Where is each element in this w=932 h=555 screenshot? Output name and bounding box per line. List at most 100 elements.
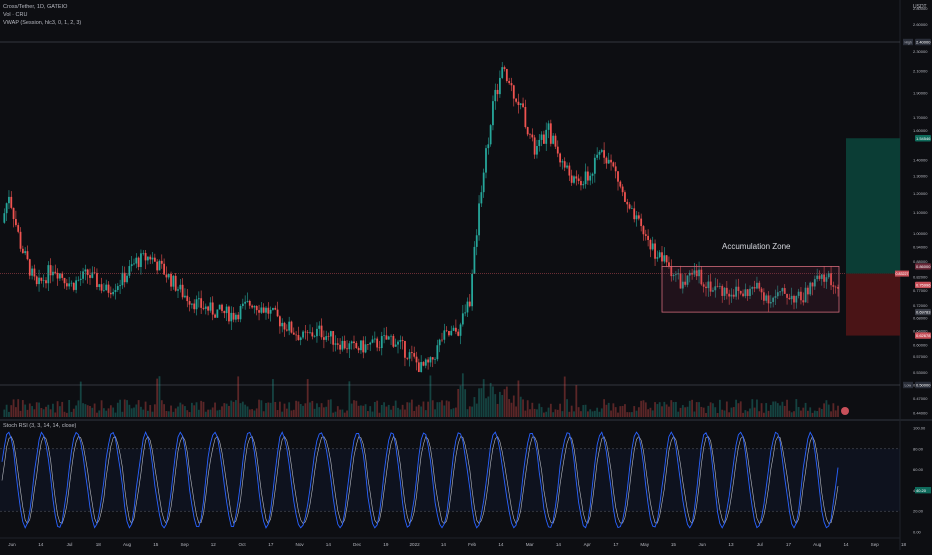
volume-label[interactable]: Vol · CRU bbox=[3, 12, 28, 18]
rsi-tick-label: 100.00 bbox=[913, 426, 926, 431]
candle-body bbox=[633, 208, 636, 220]
volume-bar bbox=[762, 412, 765, 417]
accumulation-zone-label: Accumulation Zone bbox=[722, 242, 791, 251]
candle-body bbox=[8, 196, 10, 204]
candle-body bbox=[251, 305, 254, 308]
volume-bar bbox=[181, 404, 184, 417]
candle-body bbox=[809, 282, 812, 295]
candle-body bbox=[278, 316, 281, 327]
volume-bar bbox=[422, 401, 425, 417]
volume-bar bbox=[128, 404, 131, 417]
candle-body bbox=[96, 272, 98, 288]
volume-bar bbox=[482, 379, 485, 417]
candle-body bbox=[712, 290, 714, 292]
price-tick-label: 0.94000 bbox=[913, 244, 928, 249]
candle-body bbox=[559, 153, 562, 163]
volume-bar bbox=[573, 411, 575, 417]
volume-bar bbox=[707, 405, 710, 417]
volume-bar bbox=[77, 400, 80, 417]
high-value-tag: 2.40000 bbox=[916, 40, 931, 45]
candle-body bbox=[276, 309, 279, 317]
pane-separator bbox=[0, 419, 932, 421]
volume-bar bbox=[327, 399, 330, 417]
volume-bar bbox=[272, 379, 274, 417]
candle-body bbox=[126, 275, 128, 283]
candle-body bbox=[160, 260, 163, 264]
vwap-label[interactable]: VWAP (Session, hlc3, 0, 1, 2, 3) bbox=[3, 20, 82, 26]
volume-bar bbox=[614, 407, 617, 417]
candle-body bbox=[283, 322, 286, 330]
candle-body bbox=[309, 332, 311, 333]
candle-body bbox=[480, 192, 483, 204]
volume-bar bbox=[568, 411, 571, 417]
volume-bar bbox=[619, 406, 622, 417]
volume-bar bbox=[774, 401, 777, 417]
volume-bar bbox=[68, 399, 71, 417]
candle-body bbox=[12, 207, 15, 220]
candle-body bbox=[415, 356, 418, 363]
volume-bar bbox=[461, 373, 464, 417]
candle-body bbox=[489, 125, 492, 145]
candle-body bbox=[230, 312, 233, 322]
currency-label[interactable]: USDT bbox=[913, 4, 927, 10]
volume-bar bbox=[649, 407, 652, 417]
symbol-label[interactable]: Cross/Tether, 1D, GATEIO bbox=[3, 4, 68, 10]
volume-bar bbox=[668, 406, 670, 417]
candle-body bbox=[593, 157, 596, 174]
time-tick-label: 18 bbox=[96, 542, 102, 547]
volume-bar bbox=[522, 399, 524, 417]
volume-bar bbox=[302, 405, 304, 417]
volume-bar bbox=[346, 410, 348, 417]
volume-bar bbox=[492, 386, 494, 417]
candle-body bbox=[211, 302, 214, 315]
candle-body bbox=[75, 280, 78, 290]
candle-body bbox=[14, 219, 17, 226]
candle-body bbox=[663, 255, 666, 262]
volume-bar bbox=[684, 407, 687, 417]
volume-bar bbox=[654, 402, 656, 417]
candle-body bbox=[112, 291, 115, 295]
time-tick-label: 14 bbox=[326, 542, 332, 547]
candle-body bbox=[339, 344, 342, 350]
candle-body bbox=[603, 150, 606, 158]
volume-bar bbox=[14, 407, 17, 417]
price-tick-label: 0.57000 bbox=[913, 354, 928, 359]
volume-bar bbox=[165, 410, 168, 417]
stoch-rsi-legend[interactable]: Stoch RSI (3, 3, 14, 14, close) bbox=[3, 423, 77, 429]
volume-bar bbox=[394, 400, 397, 417]
volume-bar bbox=[241, 401, 244, 417]
candle-body bbox=[612, 162, 615, 167]
last-price-tag: 0.75996 bbox=[916, 283, 931, 288]
candle-body bbox=[19, 231, 22, 249]
candle-body bbox=[322, 337, 325, 340]
volume-bar bbox=[297, 401, 300, 417]
price-tick-label: 0.60000 bbox=[913, 343, 928, 348]
candle-body bbox=[137, 257, 140, 267]
candle-body bbox=[290, 321, 293, 333]
volume-bar bbox=[494, 394, 497, 417]
candle-body bbox=[350, 341, 353, 344]
rsi-tick-label: 20.00 bbox=[913, 509, 924, 514]
volume-bar bbox=[709, 402, 712, 417]
candle-body bbox=[584, 171, 587, 185]
volume-bar bbox=[663, 401, 666, 417]
long-target-zone bbox=[846, 138, 900, 274]
volume-bar bbox=[415, 406, 418, 417]
volume-bar bbox=[746, 411, 749, 417]
volume-bar bbox=[679, 407, 682, 417]
candle-body bbox=[786, 293, 788, 298]
candle-body bbox=[762, 292, 765, 301]
candle-body bbox=[424, 359, 427, 366]
candle-body bbox=[547, 123, 550, 130]
candle-body bbox=[524, 106, 527, 128]
candle-body bbox=[482, 172, 485, 193]
volume-bar bbox=[137, 400, 140, 417]
candle-body bbox=[464, 312, 467, 314]
volume-bar bbox=[72, 408, 75, 417]
volume-bar bbox=[563, 376, 566, 417]
candle-body bbox=[100, 284, 103, 291]
volume-bar bbox=[610, 410, 612, 417]
candle-body bbox=[153, 257, 156, 262]
